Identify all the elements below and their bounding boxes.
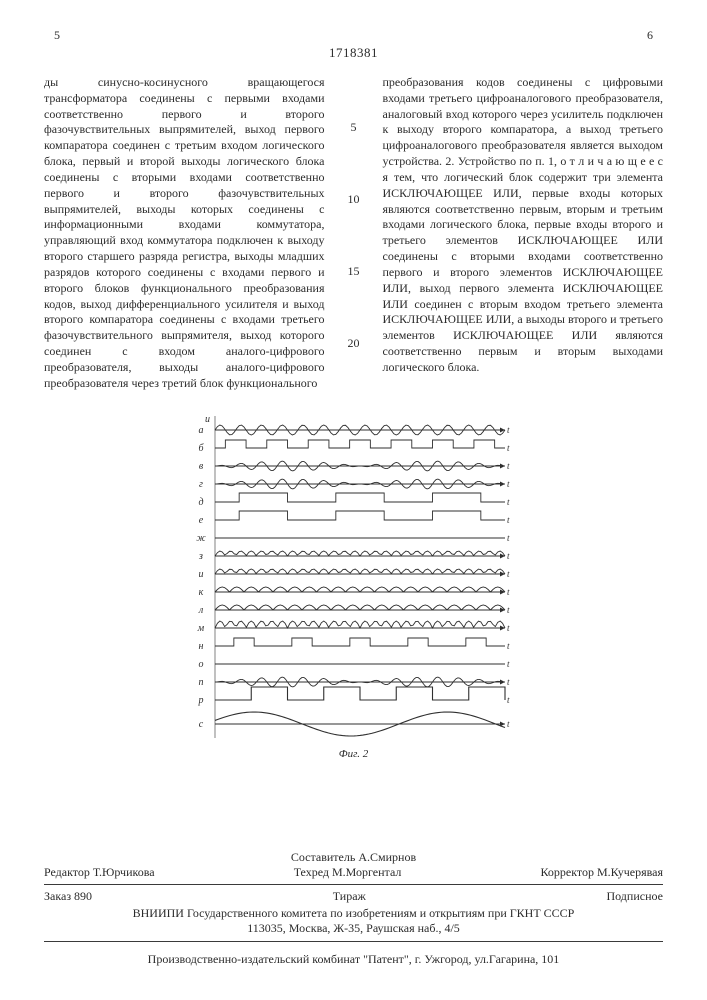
column-right: преобразования кодов соединены с цифровы… (383, 75, 664, 392)
svg-text:о: о (198, 659, 203, 670)
svg-text:t: t (507, 623, 510, 633)
divider (44, 941, 663, 942)
gutter-num: 10 (348, 193, 360, 205)
column-left: ды синусно-косинусного вращающегося тран… (44, 75, 325, 392)
svg-text:д: д (198, 497, 203, 508)
gutter-num: 5 (351, 121, 357, 133)
svg-text:t: t (507, 533, 510, 543)
patent-number: 1718381 (44, 45, 663, 61)
figure-2: uа t б t в t г t д t е t ж t з t и t к t л t м t н t о t п t р t с t Фиг.… (189, 410, 519, 760)
order-number: Заказ 890 (44, 889, 92, 904)
corrector-name: Корректор М.Кучерявая (541, 865, 664, 880)
svg-text:t: t (507, 605, 510, 615)
svg-text:к: к (198, 587, 203, 598)
page-num-left: 5 (54, 28, 60, 43)
subscription-label: Подписное (606, 889, 663, 904)
gutter-line-numbers: 5 10 15 20 (347, 75, 361, 392)
svg-text:t: t (507, 677, 510, 687)
compiler-line: Составитель А.Смирнов (44, 850, 663, 865)
tech-editor-name: Техред М.Моргентал (294, 865, 402, 880)
svg-text:t: t (507, 443, 510, 453)
svg-text:м: м (196, 623, 204, 634)
svg-text:t: t (507, 461, 510, 471)
svg-text:и: и (198, 569, 203, 580)
timing-diagram-svg: uа t б t в t г t д t е t ж t з t и t к t л t м t н t о t п t р t с t (189, 410, 519, 750)
svg-text:г: г (199, 479, 203, 490)
page-num-right: 6 (647, 28, 653, 43)
svg-text:t: t (507, 425, 510, 435)
figure-caption: Фиг. 2 (189, 748, 519, 760)
svg-text:t: t (507, 551, 510, 561)
svg-text:п: п (198, 677, 203, 688)
credits-row: Редактор Т.Юрчикова Техред М.Моргентал К… (44, 865, 663, 880)
svg-text:з: з (198, 551, 203, 562)
svg-text:t: t (507, 479, 510, 489)
institute-line-2: 113035, Москва, Ж-35, Раушская наб., 4/5 (44, 921, 663, 937)
svg-text:н: н (198, 641, 203, 652)
svg-text:u: u (205, 414, 210, 425)
body-columns: ды синусно-косинусного вращающегося тран… (44, 75, 663, 392)
divider (44, 884, 663, 885)
svg-text:с: с (198, 719, 203, 730)
gutter-num: 20 (348, 337, 360, 349)
editor-name: Редактор Т.Юрчикова (44, 865, 155, 880)
tiraz-label: Тираж (333, 889, 366, 904)
svg-text:р: р (197, 695, 203, 706)
order-line: Заказ 890 Тираж Подписное (44, 889, 663, 904)
printer-line: Производственно-издательский комбинат "П… (44, 952, 663, 967)
institute-block: ВНИИПИ Государственного комитета по изоб… (44, 906, 663, 937)
svg-text:б: б (198, 443, 204, 454)
page-numbers: 5 6 (54, 28, 653, 43)
svg-text:ж: ж (196, 533, 206, 544)
svg-text:t: t (507, 641, 510, 651)
svg-text:t: t (507, 695, 510, 705)
gutter-num: 15 (348, 265, 360, 277)
page: 5 6 1718381 ды синусно-косинусного враща… (0, 0, 707, 997)
svg-text:t: t (507, 719, 510, 729)
svg-text:t: t (507, 497, 510, 507)
svg-text:t: t (507, 515, 510, 525)
svg-text:а: а (198, 425, 203, 436)
credits-block: Составитель А.Смирнов Редактор Т.Юрчиков… (44, 850, 663, 967)
svg-text:t: t (507, 569, 510, 579)
svg-text:л: л (197, 605, 203, 616)
institute-line-1: ВНИИПИ Государственного комитета по изоб… (44, 906, 663, 922)
svg-text:t: t (507, 659, 510, 669)
svg-text:t: t (507, 587, 510, 597)
svg-text:в: в (198, 461, 203, 472)
svg-text:е: е (198, 515, 203, 526)
